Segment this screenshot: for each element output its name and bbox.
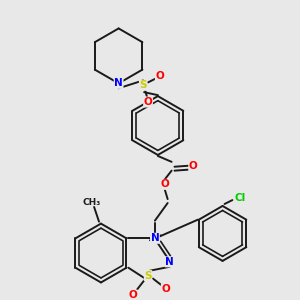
Text: N: N bbox=[165, 257, 174, 267]
Text: O: O bbox=[161, 284, 170, 294]
Text: O: O bbox=[155, 71, 164, 82]
Text: O: O bbox=[144, 97, 152, 107]
Text: O: O bbox=[129, 290, 138, 300]
Text: S: S bbox=[140, 80, 147, 90]
Text: N: N bbox=[151, 233, 159, 243]
Text: O: O bbox=[189, 161, 197, 171]
Text: CH₃: CH₃ bbox=[82, 197, 100, 206]
Text: S: S bbox=[144, 271, 152, 281]
Text: O: O bbox=[160, 179, 169, 189]
Text: Cl: Cl bbox=[235, 193, 246, 203]
Text: N: N bbox=[114, 78, 123, 88]
